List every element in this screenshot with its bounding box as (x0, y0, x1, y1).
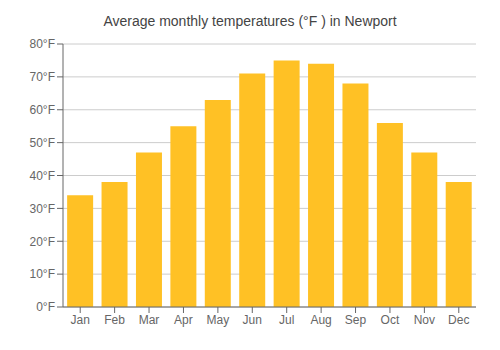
svg-text:Aug: Aug (310, 313, 331, 327)
svg-text:50°F: 50°F (30, 136, 55, 150)
svg-text:0°F: 0°F (36, 300, 55, 314)
svg-text:80°F: 80°F (30, 37, 55, 51)
svg-text:Sep: Sep (345, 313, 367, 327)
svg-text:40°F: 40°F (30, 169, 55, 183)
svg-text:20°F: 20°F (30, 235, 55, 249)
svg-text:Jun: Jun (243, 313, 262, 327)
svg-text:Apr: Apr (174, 313, 193, 327)
svg-text:Jul: Jul (279, 313, 294, 327)
svg-text:Oct: Oct (381, 313, 400, 327)
svg-text:Nov: Nov (414, 313, 435, 327)
svg-text:70°F: 70°F (30, 70, 55, 84)
svg-text:Dec: Dec (448, 313, 469, 327)
html-text:Average monthly temperatures (: Average monthly temperatures (°F ) in Ne… (103, 13, 397, 29)
svg-text:10°F: 10°F (30, 267, 55, 281)
svg-text:Feb: Feb (104, 313, 125, 327)
svg-text:Jan: Jan (71, 313, 90, 327)
svg-text:May: May (207, 313, 230, 327)
svg-text:Mar: Mar (139, 313, 160, 327)
svg-text:30°F: 30°F (30, 202, 55, 216)
svg-text:60°F: 60°F (30, 103, 55, 117)
